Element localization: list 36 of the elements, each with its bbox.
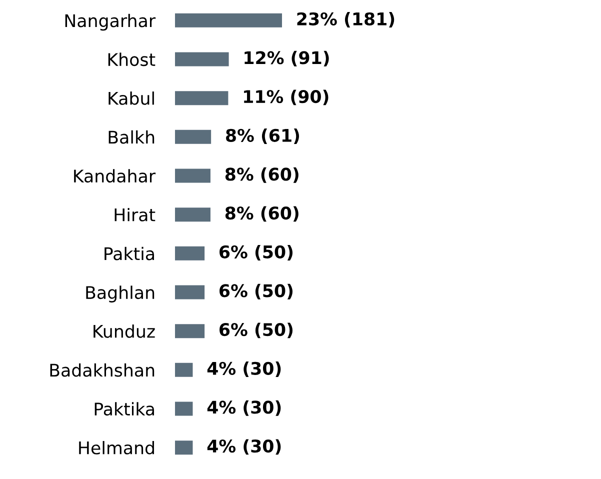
y-tick-label: Paktika — [94, 402, 154, 416]
data-label: 6% (50) — [220, 322, 293, 338]
data-label: 4% (30) — [207, 439, 281, 455]
data-label: 4% (30) — [207, 362, 281, 377]
y-tick-label: Kabul — [108, 91, 154, 105]
data-label: 8% (60) — [225, 206, 298, 222]
bar — [175, 13, 282, 28]
bar — [175, 208, 210, 222]
bar — [175, 52, 229, 66]
bar — [175, 362, 193, 377]
bar — [175, 91, 228, 106]
y-tick-label: Kandahar — [74, 169, 156, 183]
data-label: 23% (181) — [297, 12, 394, 28]
data-label: 4% (30) — [207, 400, 281, 416]
y-tick-label: Helmand — [79, 440, 154, 454]
y-tick-label: Balkh — [108, 130, 154, 144]
y-tick-label: Badakhshan — [50, 363, 154, 377]
data-label: 11% (90) — [244, 90, 328, 106]
y-tick-label: Hirat — [114, 208, 156, 222]
bar — [175, 168, 210, 183]
y-tick-label: Kunduz — [94, 324, 155, 338]
bar — [175, 402, 193, 416]
y-tick-label: Nangarhar — [65, 14, 156, 31]
bar — [175, 324, 205, 338]
data-label: 6% (50) — [220, 284, 293, 300]
data-label: 8% (61) — [226, 128, 300, 144]
bar — [175, 130, 212, 144]
bar — [175, 246, 205, 260]
y-tick-label: Khost — [108, 52, 156, 66]
data-label: 6% (50) — [220, 245, 293, 260]
bar — [175, 440, 193, 455]
data-label: 8% (60) — [225, 167, 298, 183]
y-tick-label: Paktia — [104, 246, 154, 260]
bar — [175, 285, 205, 300]
y-tick-label: Baghlan — [86, 286, 154, 302]
data-label: 12% (91) — [244, 50, 329, 66]
